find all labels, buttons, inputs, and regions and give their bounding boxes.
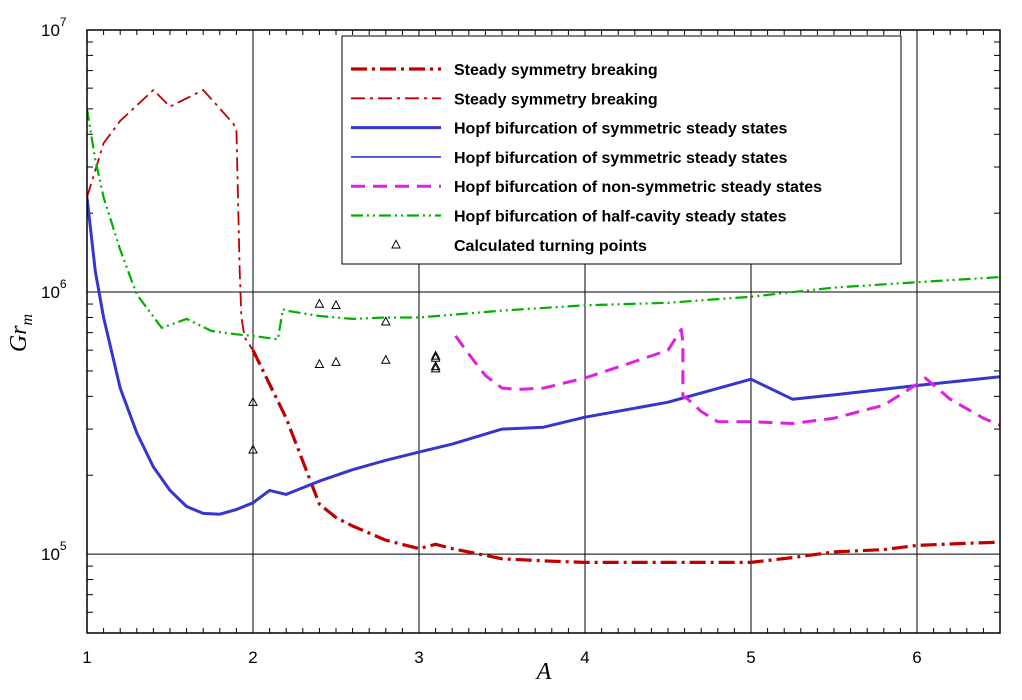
legend-label: Calculated turning points (454, 238, 647, 255)
legend-item: Hopf bifurcation of half-cavity steady s… (351, 209, 787, 226)
y-axis-label: Grm (6, 314, 36, 352)
series-line-0 (251, 349, 1000, 564)
legend-label: Steady symmetry breaking (454, 91, 658, 108)
x-tick-label: 2 (248, 648, 257, 667)
legend-item: Steady symmetry breaking (351, 91, 658, 108)
y-tick-label-base: 10 (41, 21, 60, 40)
turning-point-marker (248, 396, 258, 406)
x-tick-label: 4 (580, 648, 589, 667)
turning-point-marker (430, 350, 441, 360)
x-tick-label: 1 (82, 648, 91, 667)
series-line-5 (87, 108, 1000, 341)
legend-label: Hopf bifurcation of non-symmetric steady… (454, 179, 822, 196)
legend-label: Hopf bifurcation of symmetric steady sta… (454, 150, 788, 167)
y-axis-label-base: Gr (6, 325, 32, 352)
x-axis-label: A (535, 659, 552, 685)
legend-item: Hopf bifurcation of symmetric steady sta… (351, 121, 788, 138)
y-tick-label: 105 (41, 539, 67, 564)
x-tick-label: 6 (912, 648, 921, 667)
legend-item: Steady symmetry breaking (351, 62, 658, 79)
y-tick-label-exponent: 7 (60, 15, 67, 29)
series-clip-group (87, 89, 1000, 564)
legend-items: Steady symmetry breaking Steady symmetry … (351, 62, 822, 255)
y-tick-label-exponent: 5 (60, 539, 67, 553)
legend-label: Hopf bifurcation of half-cavity steady s… (454, 209, 787, 226)
turning-point-marker (331, 299, 341, 309)
x-tick-label: 3 (414, 648, 423, 667)
legend-label: Steady symmetry breaking (454, 62, 658, 79)
series-line-4 (454, 327, 1000, 427)
series-layer (87, 89, 1000, 564)
turning-point-marker (430, 363, 441, 373)
turning-point-marker (430, 360, 441, 371)
turning-point-marker (248, 444, 258, 454)
legend-label: Hopf bifurcation of symmetric steady sta… (454, 121, 788, 138)
y-tick-label-base: 10 (41, 545, 60, 564)
turning-point-marker (331, 356, 341, 366)
legend: Steady symmetry breaking Steady symmetry … (341, 35, 902, 265)
y-axis-label-subscript: m (19, 314, 36, 326)
turning-point-marker (380, 354, 391, 364)
series-line-1 (87, 89, 254, 351)
turning-point-marker (380, 316, 391, 326)
series-line-2 (87, 197, 1000, 516)
turning-point-marker (314, 358, 325, 368)
legend-item: Hopf bifurcation of non-symmetric steady… (351, 179, 822, 196)
legend-box (341, 35, 902, 265)
turning-point-marker (314, 298, 325, 308)
y-tick-label-base: 10 (41, 283, 60, 302)
y-tick-label: 107 (41, 15, 67, 40)
legend-item: Hopf bifurcation of symmetric steady sta… (351, 150, 788, 167)
y-tick-label: 106 (41, 277, 67, 302)
legend-marker (391, 239, 401, 249)
x-tick-label: 5 (746, 648, 755, 667)
legend-item: Calculated turning points (391, 238, 647, 255)
y-tick-label-exponent: 6 (60, 277, 67, 291)
plot-frame (86, 29, 1001, 634)
minor-tick-layer (87, 30, 1000, 634)
